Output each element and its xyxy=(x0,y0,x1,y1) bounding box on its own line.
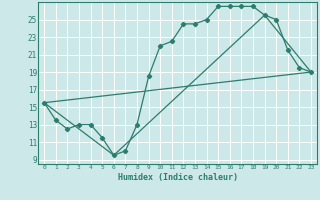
X-axis label: Humidex (Indice chaleur): Humidex (Indice chaleur) xyxy=(118,173,238,182)
